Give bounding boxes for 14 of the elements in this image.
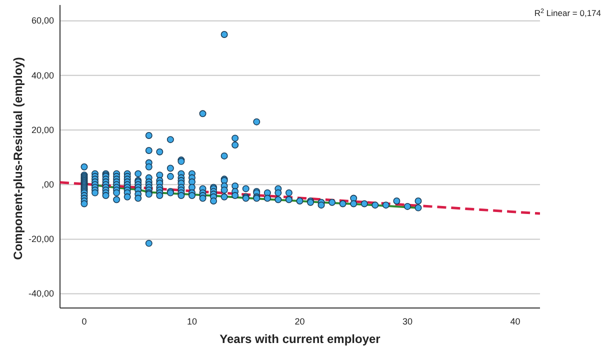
- x-tick-label: 10: [186, 316, 197, 326]
- y-tick-label: -40,00: [28, 288, 54, 299]
- x-tick-label: 20: [294, 316, 305, 326]
- y-tick-label: 40,00: [31, 70, 54, 80]
- y-tick-label: 60,00: [31, 16, 54, 26]
- y-tick-label: 20,00: [31, 124, 54, 135]
- x-axis-title: Years with current employer: [220, 332, 381, 346]
- annotation: R$^{2}$ Linear = 0,174: [534, 8, 602, 18]
- x-tick-label: 40: [510, 316, 520, 326]
- y-tick-label: ,00: [41, 179, 54, 190]
- x-tick-label: 0: [82, 316, 87, 326]
- x-tick-label: 30: [402, 316, 412, 326]
- y-tick-label: -20,00: [28, 234, 54, 244]
- y-axis-title: Component-plus-Residual (employ): [11, 57, 25, 260]
